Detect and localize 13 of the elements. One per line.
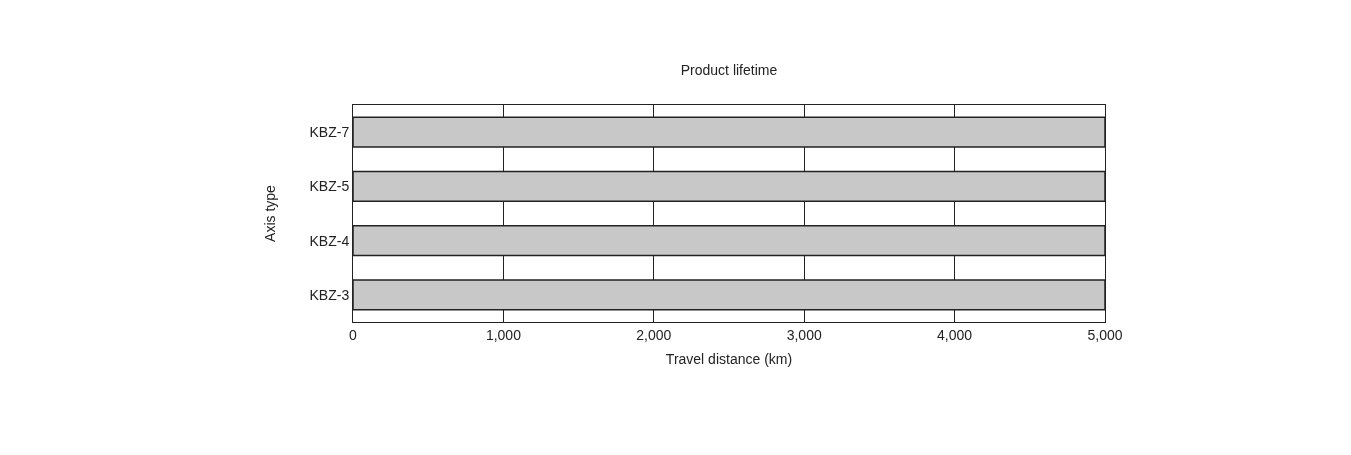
x-axis-title: Travel distance (km) [665, 351, 793, 368]
x-tick-label: 0 [349, 326, 358, 343]
chart-title: Product lifetime [680, 61, 778, 78]
x-tick-label: 1,000 [485, 326, 522, 343]
x-tick-label: 3,000 [786, 326, 822, 343]
y-tick-label: KBZ-5 [309, 178, 350, 195]
x-tick-label: 4,000 [937, 326, 973, 343]
x-tick-label: 2,000 [636, 326, 672, 343]
y-tick-label: KBZ-3 [309, 286, 350, 303]
y-tick-label: KBZ-7 [309, 124, 350, 141]
y-tick-label: KBZ-4 [309, 232, 350, 249]
x-tick-label: 5,000 [1087, 326, 1123, 343]
y-axis-title: Axis type [262, 184, 279, 242]
